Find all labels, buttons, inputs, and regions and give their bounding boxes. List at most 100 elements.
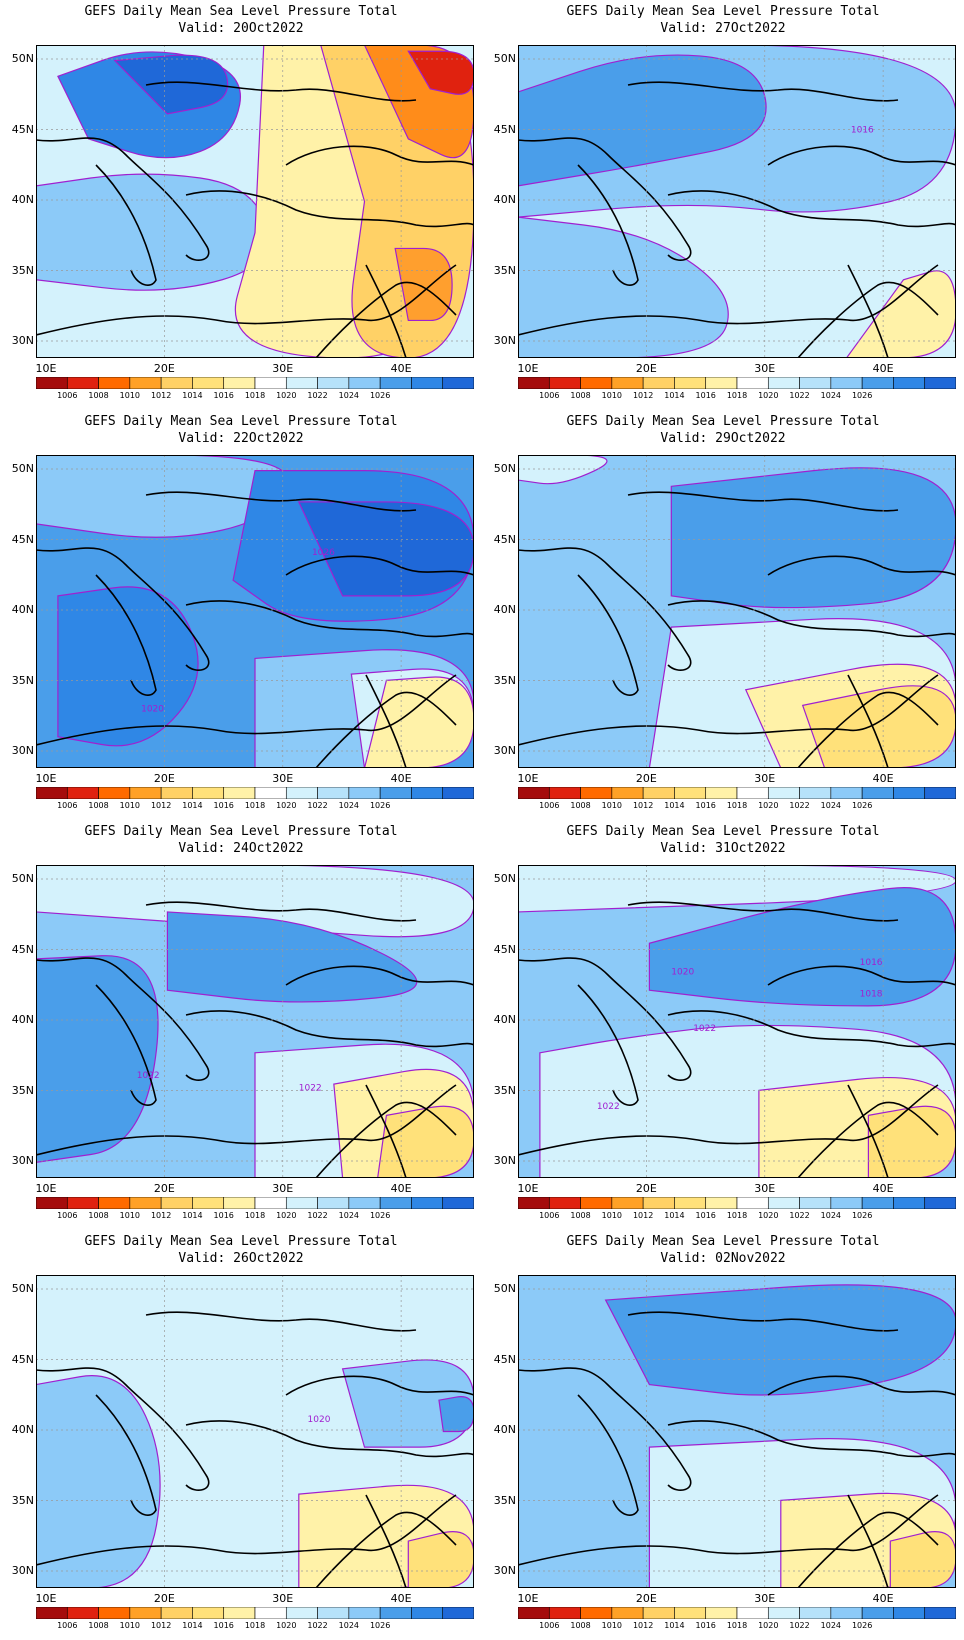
pressure-contour-region	[670, 467, 956, 609]
colorbar-label: 1016	[695, 391, 716, 400]
lat-tick-label: 35N	[11, 263, 34, 277]
contour-label: 1020	[308, 1415, 331, 1425]
lon-tick-label: 40E	[390, 1592, 412, 1605]
colorbar-swatch	[254, 1607, 287, 1619]
colorbar-swatch	[348, 1607, 381, 1619]
lat-tick-label: 50N	[493, 1282, 516, 1295]
colorbar-swatch	[799, 787, 832, 799]
lat-tick-label: 50N	[11, 462, 34, 475]
colorbar-label: 1018	[726, 391, 748, 400]
colorbar-label: 1026	[851, 801, 873, 810]
colorbar-swatch	[861, 1197, 894, 1209]
lat-tick-label: 35N	[493, 1083, 516, 1097]
colorbar-label: 1010	[119, 1621, 141, 1630]
colorbar-swatch	[192, 1197, 225, 1209]
colorbar-label: 1012	[150, 801, 172, 810]
panel-title: GEFS Daily Mean Sea Level Pressure Total	[566, 1234, 880, 1249]
pressure-map: 1020	[36, 1275, 474, 1588]
colorbar-label: 1026	[851, 1211, 873, 1220]
colorbar-swatch	[317, 787, 350, 799]
lat-tick-label: 40N	[493, 1423, 516, 1436]
lat-tick-label: 45N	[493, 122, 516, 136]
colorbar-label: 1008	[88, 1211, 109, 1220]
colorbar-swatch	[285, 377, 318, 389]
colorbar-swatch	[317, 1197, 350, 1209]
colorbar-swatch	[736, 1607, 769, 1619]
lat-tick-label: 40N	[493, 603, 516, 616]
colorbar-swatch	[548, 787, 581, 799]
lon-tick-label: 10E	[517, 772, 539, 785]
panel-valid-date: Valid: 24Oct2022	[178, 841, 304, 856]
colorbar-label: 1016	[695, 801, 716, 810]
lat-tick-label: 35N	[11, 1493, 34, 1507]
colorbar-swatch	[736, 1197, 769, 1209]
lon-tick-label: 40E	[872, 1592, 894, 1605]
pressure-map	[36, 45, 474, 358]
colorbar-swatch	[736, 787, 769, 799]
contour-label: 1020	[671, 968, 694, 978]
colorbar-swatch	[317, 1607, 350, 1619]
colorbar-swatch	[36, 377, 68, 389]
colorbar-swatch	[799, 1197, 832, 1209]
colorbar-swatch	[548, 377, 581, 389]
lon-tick-label: 20E	[153, 1182, 175, 1195]
colorbar-swatch	[518, 1197, 550, 1209]
panel-title: GEFS Daily Mean Sea Level Pressure Total	[566, 4, 880, 19]
pressure-contour-region	[518, 54, 767, 187]
colorbar-swatch	[611, 1197, 644, 1209]
colorbar-label: 1010	[119, 1211, 141, 1220]
lon-tick-label: 30E	[754, 362, 776, 375]
colorbar-swatch	[799, 1607, 832, 1619]
colorbar-swatch	[893, 1607, 926, 1619]
colorbar-label: 1016	[213, 1211, 234, 1220]
colorbar-swatch	[285, 1197, 318, 1209]
lat-tick-label: 35N	[493, 1493, 516, 1507]
colorbar-swatch	[611, 787, 644, 799]
coastline-borders	[518, 1311, 956, 1588]
colorbar-swatch	[160, 1197, 193, 1209]
contour-label: 1020	[141, 705, 164, 715]
colorbar-label: 1006	[539, 1621, 560, 1630]
colorbar	[36, 1607, 474, 1619]
colorbar-swatch	[580, 377, 613, 389]
colorbar-label: 1006	[57, 391, 78, 400]
lon-tick-label: 20E	[635, 362, 657, 375]
lat-tick-label: 50N	[11, 1282, 34, 1295]
lat-tick-label: 40N	[11, 193, 34, 206]
colorbar-label: 1024	[338, 801, 360, 810]
colorbar-swatch	[642, 377, 675, 389]
colorbar-label: 1026	[369, 391, 391, 400]
lat-tick-label: 30N	[11, 1154, 34, 1167]
map-frame	[36, 865, 474, 1178]
colorbar-swatch	[924, 377, 956, 389]
colorbar-swatch	[411, 787, 444, 799]
colorbar-swatch	[66, 1197, 99, 1209]
colorbar-label: 1024	[338, 1621, 360, 1630]
colorbar-label: 1018	[726, 1621, 748, 1630]
colorbar-swatch	[705, 1197, 738, 1209]
coastline-borders	[36, 901, 474, 1178]
pressure-contour-region	[36, 955, 159, 1163]
colorbar-swatch	[379, 787, 412, 799]
map-frame	[36, 1275, 474, 1588]
colorbar-swatch	[611, 377, 644, 389]
lon-tick-label: 40E	[872, 772, 894, 785]
colorbar-swatch	[348, 377, 381, 389]
colorbar-label: 1016	[695, 1211, 716, 1220]
colorbar-swatch	[442, 1197, 474, 1209]
colorbar-label: 1008	[88, 801, 109, 810]
colorbar-swatch	[548, 1607, 581, 1619]
colorbar-label: 1016	[695, 1621, 716, 1630]
lon-tick-label: 10E	[35, 772, 57, 785]
colorbar	[518, 787, 956, 799]
map-panel: GEFS Daily Mean Sea Level Pressure Total…	[0, 408, 482, 818]
colorbar-label: 1020	[276, 1621, 297, 1630]
colorbar-label: 1020	[276, 801, 297, 810]
coastline-borders	[36, 81, 474, 358]
colorbar-swatch	[642, 1197, 675, 1209]
lat-tick-label: 45N	[11, 532, 34, 546]
pressure-contour-region	[363, 676, 474, 768]
colorbar-label: 1014	[664, 1621, 685, 1630]
colorbar-swatch	[98, 377, 131, 389]
colorbar-label: 1020	[758, 1621, 779, 1630]
